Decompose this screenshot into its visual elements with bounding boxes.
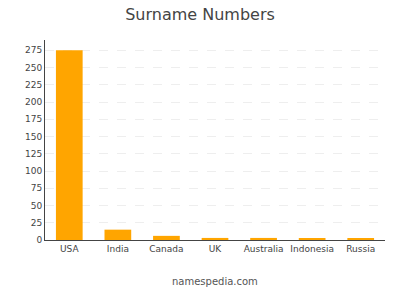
svg-text:275: 275 bbox=[25, 45, 42, 55]
svg-text:Russia: Russia bbox=[346, 244, 375, 254]
svg-text:USA: USA bbox=[60, 244, 79, 254]
svg-text:Indonesia: Indonesia bbox=[290, 244, 334, 254]
svg-text:0: 0 bbox=[36, 235, 42, 245]
svg-text:UK: UK bbox=[209, 244, 223, 254]
svg-text:200: 200 bbox=[25, 97, 42, 107]
svg-text:namespedia.com: namespedia.com bbox=[172, 276, 258, 287]
svg-text:Australia: Australia bbox=[244, 244, 284, 254]
svg-text:50: 50 bbox=[31, 201, 43, 211]
svg-text:India: India bbox=[107, 244, 129, 254]
svg-text:125: 125 bbox=[25, 149, 42, 159]
svg-text:Canada: Canada bbox=[149, 244, 183, 254]
svg-text:225: 225 bbox=[25, 80, 42, 90]
svg-text:Surname Numbers: Surname Numbers bbox=[125, 5, 275, 24]
svg-text:25: 25 bbox=[31, 218, 42, 228]
svg-text:75: 75 bbox=[31, 183, 42, 193]
svg-text:100: 100 bbox=[25, 166, 42, 176]
svg-text:175: 175 bbox=[25, 114, 42, 124]
svg-text:250: 250 bbox=[25, 63, 42, 73]
svg-text:150: 150 bbox=[25, 132, 42, 142]
